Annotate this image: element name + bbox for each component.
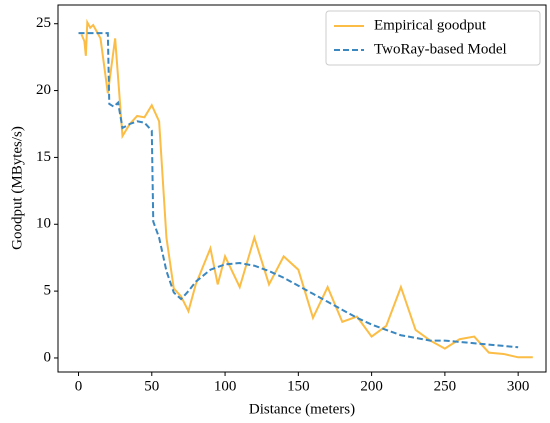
x-tick-label: 150 xyxy=(287,378,310,394)
y-tick-label: 25 xyxy=(36,15,51,31)
x-tick-label: 200 xyxy=(360,378,383,394)
x-tick-label: 50 xyxy=(144,378,159,394)
y-tick-label: 5 xyxy=(44,283,52,299)
series-line xyxy=(80,18,533,359)
y-tick-label: 15 xyxy=(36,149,51,165)
y-axis-label: Goodput (MBytes/s) xyxy=(9,126,25,250)
legend-label: TwoRay-based Model xyxy=(374,41,507,57)
x-tick-label: 0 xyxy=(75,378,83,394)
y-tick-label: 10 xyxy=(36,216,51,232)
x-tick-label: 100 xyxy=(214,378,237,394)
x-axis-label: Distance (meters) xyxy=(249,401,355,417)
plot-frame xyxy=(57,4,547,373)
x-tick-label: 250 xyxy=(434,378,457,394)
legend-label: Empirical goodput xyxy=(374,17,487,33)
series-line xyxy=(78,32,519,349)
x-tick-label: 300 xyxy=(507,378,530,394)
y-tick-label: 0 xyxy=(44,349,52,365)
legend-box xyxy=(325,10,541,66)
y-tick-label: 20 xyxy=(36,82,51,98)
